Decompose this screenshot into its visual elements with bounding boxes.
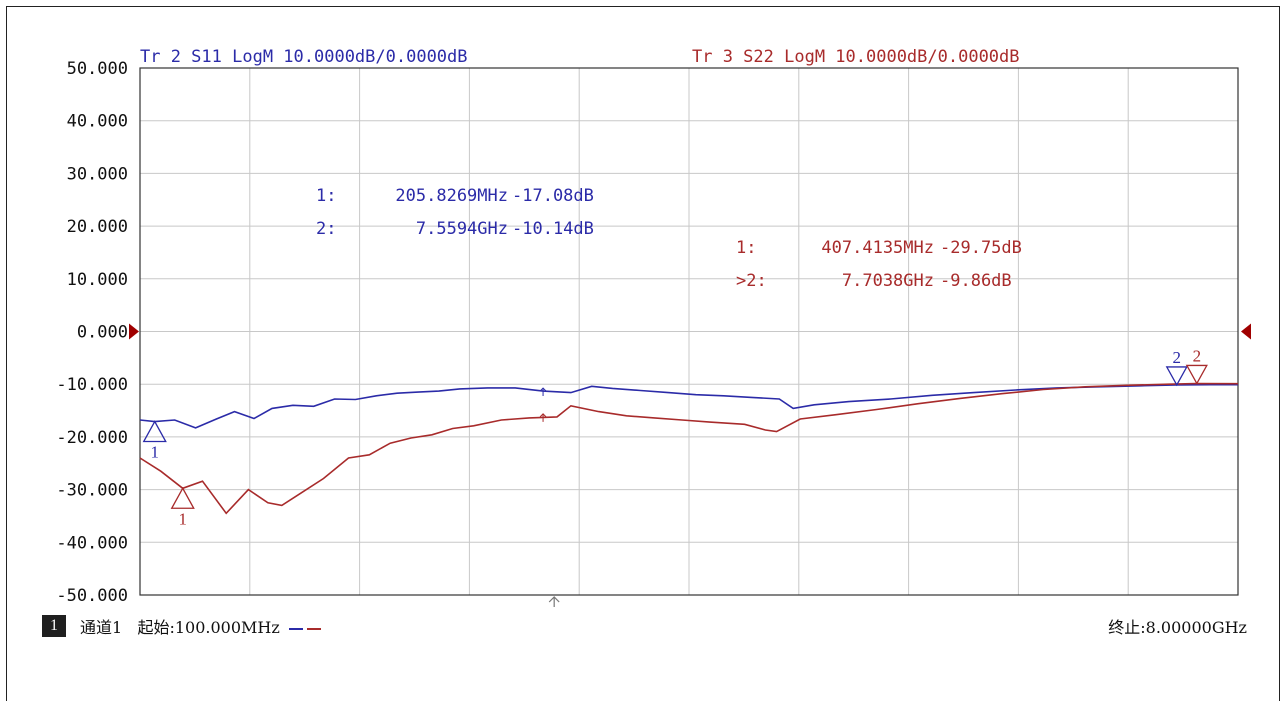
tr3-readout-value: -9.86dB xyxy=(940,271,1012,291)
y-tick-labels: 50.000 40.000 30.000 20.000 10.000 0.000 -10.0… xyxy=(56,59,128,606)
reference-marker-right[interactable] xyxy=(1241,323,1251,340)
plot-frame xyxy=(6,6,1280,701)
channel-label[interactable]: 通道1 xyxy=(80,618,123,637)
tr2-readout-label: 1: xyxy=(316,186,336,206)
trace-arrow-s22 xyxy=(539,413,547,422)
marker-s22-1[interactable] xyxy=(170,486,195,509)
tr2-readout-value: -17.08dB xyxy=(512,186,594,206)
y-tick-label: 40.000 xyxy=(67,112,128,132)
tr2-readout-value: -10.14dB xyxy=(512,219,594,239)
marker-label: 1 xyxy=(150,443,159,462)
stop-frequency[interactable]: 终止:8.00000GHz xyxy=(1108,618,1247,637)
stimulus-arrow xyxy=(548,596,560,607)
reference-marker-left[interactable] xyxy=(129,323,139,340)
grid xyxy=(129,67,1251,607)
marker-s11-2[interactable] xyxy=(1165,366,1188,387)
plot-border xyxy=(139,67,1239,596)
legend-dash-s22 xyxy=(306,627,321,630)
legend-dash-s11 xyxy=(288,627,303,630)
tr2-header[interactable]: Tr 2 S11 LogM 10.0000dB/0.0000dB xyxy=(140,47,468,67)
y-tick-label: 10.000 xyxy=(67,270,128,290)
marker-label: 2 xyxy=(1193,346,1202,365)
start-frequency[interactable]: 起始:100.000MHz xyxy=(137,618,280,637)
marker-label: 1 xyxy=(178,509,187,528)
footer-left: 通道1 起始:100.000MHz xyxy=(80,614,321,638)
y-tick-label: 20.000 xyxy=(67,217,128,237)
tr2-readout-label: 2: xyxy=(316,219,336,239)
series-s11 xyxy=(139,383,1238,429)
y-tick-label: -30.000 xyxy=(56,481,128,501)
series-s22 xyxy=(139,382,1239,515)
tr3-readout-freq: 407.4135MHz xyxy=(821,238,934,258)
y-tick-label: 30.000 xyxy=(67,164,128,184)
tr2-readout-freq: 7.5594GHz xyxy=(416,219,508,239)
y-tick-label: -50.000 xyxy=(56,586,128,606)
y-tick-label: -20.000 xyxy=(56,428,128,448)
y-tick-label: -10.000 xyxy=(56,375,128,395)
tr3-readout-value: -29.75dB xyxy=(940,238,1022,258)
y-tick-label: 50.000 xyxy=(67,59,128,79)
tr3-header[interactable]: Tr 3 S22 LogM 10.0000dB/0.0000dB xyxy=(692,47,1020,67)
tr3-readout-freq: 7.7038GHz xyxy=(842,271,934,291)
annotation-layer: Tr 2 S11 LogM 10.0000dB/0.0000dB Tr 3 S2… xyxy=(140,47,1022,291)
marker-s11-1[interactable] xyxy=(142,420,167,443)
tr2-readout-freq: 205.8269MHz xyxy=(395,186,508,206)
marker-layer: 1 2 1 2 xyxy=(142,346,1208,528)
marker-s22-2[interactable] xyxy=(1185,364,1208,385)
y-tick-label: -40.000 xyxy=(56,533,128,553)
trace-arrow-s11 xyxy=(539,387,547,397)
channel-number-badge[interactable]: 1 xyxy=(42,615,66,637)
y-tick-label: 0.000 xyxy=(77,323,128,343)
tr3-readout-label: >2: xyxy=(736,271,767,291)
marker-label: 2 xyxy=(1173,348,1182,367)
tr3-readout-label: 1: xyxy=(736,238,756,258)
series-layer xyxy=(139,382,1239,515)
